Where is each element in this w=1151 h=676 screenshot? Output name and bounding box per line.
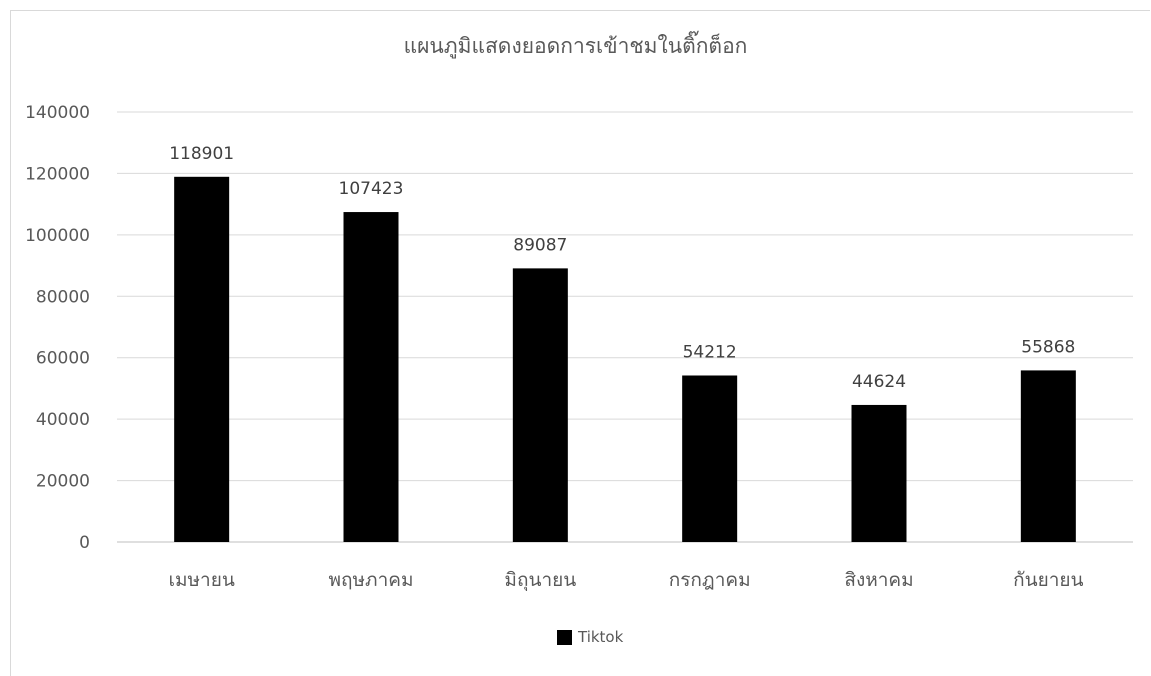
legend-swatch [557, 629, 572, 645]
x-category-label: สิงหาคม [844, 569, 913, 591]
data-label: 54212 [683, 342, 737, 362]
chart-title: แผนภูมิแสดงยอดการเข้าชมในติ๊กต็อก [403, 34, 748, 58]
y-tick-label: 80000 [36, 287, 90, 307]
data-label: 89087 [513, 235, 567, 255]
bar [512, 268, 568, 542]
bars [174, 176, 1076, 542]
y-tick-label: 20000 [36, 472, 90, 492]
y-axis-ticks: 0 20000 40000 60000 80000 100000 120000 140000 [25, 103, 90, 553]
x-category-label: กรกฎาคม [669, 569, 751, 591]
x-axis-categories: เมษายน พฤษภาคม มิถุนายน กรกฎาคม สิงหาคม กันยา… [168, 569, 1083, 592]
bar [343, 212, 399, 542]
x-category-label: พฤษภาคม [329, 569, 414, 591]
data-label: 118901 [169, 144, 234, 164]
y-tick-label: 100000 [25, 226, 90, 246]
data-label: 44624 [852, 372, 906, 392]
chart-frame [10, 10, 1150, 676]
data-label: 107423 [339, 179, 404, 199]
y-tick-label: 140000 [25, 103, 90, 123]
gridlines [117, 111, 1133, 543]
bar [174, 176, 230, 542]
y-tick-label: 40000 [36, 410, 90, 430]
legend-label: Tiktok [578, 628, 624, 646]
data-label: 55868 [1021, 337, 1075, 357]
legend: Tiktok [557, 628, 623, 646]
y-tick-label: 60000 [36, 349, 90, 369]
bar [1020, 370, 1076, 542]
x-category-label: กันยายน [1013, 569, 1083, 591]
y-tick-label: 0 [79, 533, 90, 553]
bar [851, 404, 907, 542]
x-category-label: เมษายน [168, 569, 234, 591]
y-tick-label: 120000 [25, 164, 90, 184]
data-labels: 118901 107423 89087 54212 44624 55868 [169, 144, 1075, 392]
x-category-label: มิถุนายน [504, 569, 576, 592]
bar [682, 375, 738, 542]
